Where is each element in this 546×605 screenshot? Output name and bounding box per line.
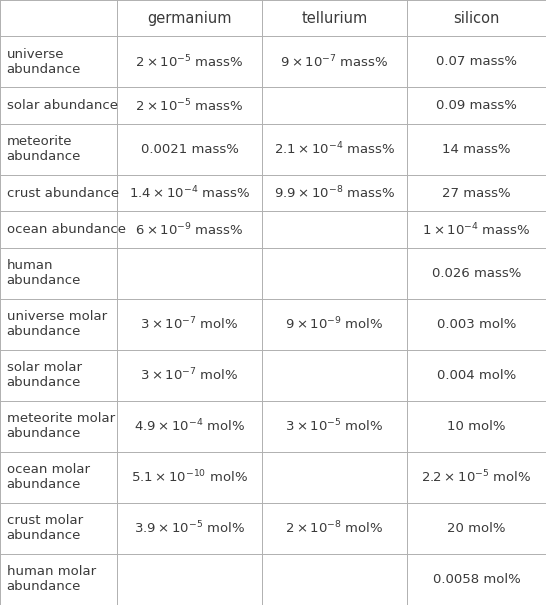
Text: human molar
abundance: human molar abundance [7, 566, 96, 594]
Text: 0.004 mol%: 0.004 mol% [437, 369, 516, 382]
Text: $5.1\times10^{-10}$ mol%: $5.1\times10^{-10}$ mol% [131, 469, 248, 486]
Text: $3\times10^{-5}$ mol%: $3\times10^{-5}$ mol% [285, 418, 384, 435]
Text: $9\times10^{-9}$ mol%: $9\times10^{-9}$ mol% [285, 316, 384, 333]
Text: meteorite
abundance: meteorite abundance [7, 136, 81, 163]
Text: $9\times10^{-7}$ mass%: $9\times10^{-7}$ mass% [280, 54, 389, 70]
Text: $3\times10^{-7}$ mol%: $3\times10^{-7}$ mol% [140, 316, 239, 333]
Text: $1\times10^{-4}$ mass%: $1\times10^{-4}$ mass% [422, 221, 531, 238]
Text: $2.1\times10^{-4}$ mass%: $2.1\times10^{-4}$ mass% [274, 141, 395, 158]
Text: meteorite molar
abundance: meteorite molar abundance [7, 413, 115, 440]
Text: ocean molar
abundance: ocean molar abundance [7, 463, 90, 491]
Text: $3.9\times10^{-5}$ mol%: $3.9\times10^{-5}$ mol% [134, 520, 245, 537]
Text: $4.9\times10^{-4}$ mol%: $4.9\times10^{-4}$ mol% [134, 418, 245, 435]
Text: human
abundance: human abundance [7, 260, 81, 287]
Text: 0.09 mass%: 0.09 mass% [436, 99, 517, 112]
Text: $9.9\times10^{-8}$ mass%: $9.9\times10^{-8}$ mass% [274, 185, 395, 201]
Text: 0.003 mol%: 0.003 mol% [437, 318, 516, 331]
Text: $2\times10^{-8}$ mol%: $2\times10^{-8}$ mol% [285, 520, 384, 537]
Text: 14 mass%: 14 mass% [442, 143, 511, 156]
Text: $6\times10^{-9}$ mass%: $6\times10^{-9}$ mass% [135, 221, 244, 238]
Text: 0.0058 mol%: 0.0058 mol% [432, 573, 520, 586]
Text: $3\times10^{-7}$ mol%: $3\times10^{-7}$ mol% [140, 367, 239, 384]
Text: 27 mass%: 27 mass% [442, 187, 511, 200]
Text: universe molar
abundance: universe molar abundance [7, 310, 106, 338]
Text: tellurium: tellurium [301, 11, 367, 26]
Text: $1.4\times10^{-4}$ mass%: $1.4\times10^{-4}$ mass% [129, 185, 251, 201]
Text: $2\times10^{-5}$ mass%: $2\times10^{-5}$ mass% [135, 97, 244, 114]
Text: silicon: silicon [453, 11, 500, 26]
Text: ocean abundance: ocean abundance [7, 223, 126, 236]
Text: 10 mol%: 10 mol% [447, 420, 506, 433]
Text: $2\times10^{-5}$ mass%: $2\times10^{-5}$ mass% [135, 54, 244, 70]
Text: 0.07 mass%: 0.07 mass% [436, 56, 517, 68]
Text: universe
abundance: universe abundance [7, 48, 81, 76]
Text: solar molar
abundance: solar molar abundance [7, 361, 81, 390]
Text: germanium: germanium [147, 11, 232, 26]
Text: crust molar
abundance: crust molar abundance [7, 514, 82, 543]
Text: 0.026 mass%: 0.026 mass% [432, 267, 521, 280]
Text: 0.0021 mass%: 0.0021 mass% [141, 143, 239, 156]
Text: $2.2\times10^{-5}$ mol%: $2.2\times10^{-5}$ mol% [421, 469, 532, 486]
Text: 20 mol%: 20 mol% [447, 522, 506, 535]
Text: crust abundance: crust abundance [7, 187, 118, 200]
Text: solar abundance: solar abundance [7, 99, 117, 112]
